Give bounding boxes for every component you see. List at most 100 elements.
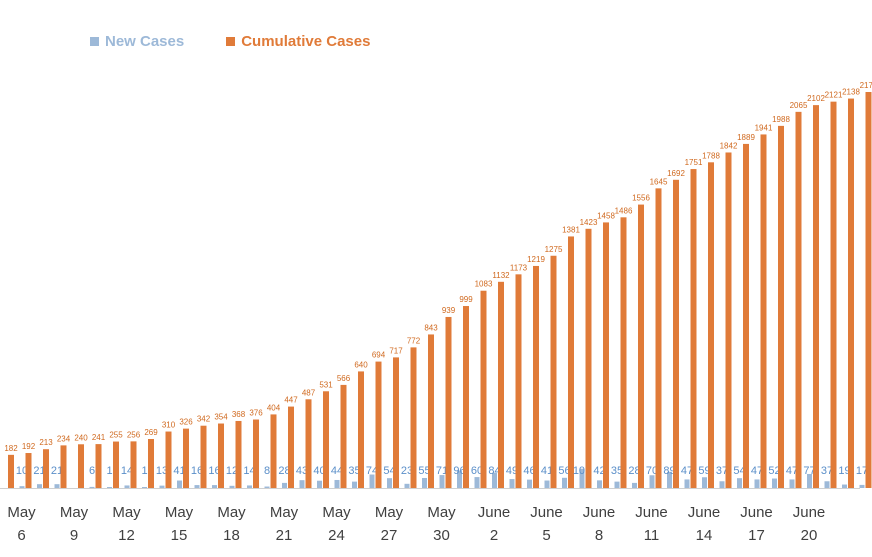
cumulative-cases-data-label: 1486	[615, 206, 633, 215]
cumulative-cases-bar	[270, 414, 277, 488]
cumulative-cases-data-label: 447	[284, 396, 298, 405]
cumulative-cases-data-label: 1381	[562, 225, 580, 234]
legend-label-cumulative-cases: Cumulative Cases	[241, 33, 371, 50]
new-cases-data-label: 8	[264, 465, 270, 477]
cumulative-cases-bar	[655, 188, 662, 489]
x-tick-label-day: 15	[171, 527, 188, 544]
new-cases-data-label: 46	[523, 465, 535, 477]
cumulative-cases-bar	[620, 217, 627, 489]
cumulative-cases-bar	[568, 236, 574, 488]
new-cases-data-label: 55	[418, 465, 430, 477]
x-tick-label-day: 27	[381, 527, 398, 544]
new-cases-data-label: 35	[348, 465, 360, 477]
new-cases-bar	[474, 477, 480, 488]
cumulative-cases-bar	[200, 425, 207, 488]
cumulative-cases-bar	[515, 274, 522, 488]
cumulative-cases-data-label: 342	[197, 415, 211, 424]
new-cases-data-label: 49	[506, 465, 518, 477]
new-cases-bar	[352, 481, 357, 488]
new-cases-data-label: 19	[838, 465, 850, 477]
cumulative-cases-bar	[813, 105, 819, 489]
new-cases-data-label: 84	[488, 465, 500, 477]
cumulative-cases-data-label: 240	[74, 433, 88, 442]
cumulative-cases-bar	[760, 134, 767, 488]
new-cases-bar	[754, 479, 760, 488]
cumulative-cases-bar	[498, 281, 504, 488]
cumulative-cases-data-label: 999	[459, 295, 473, 304]
new-cases-data-label: 89	[663, 465, 675, 477]
cumulative-cases-bar	[253, 419, 259, 488]
cumulative-cases-bar	[8, 454, 14, 488]
cumulative-cases-data-label: 1842	[720, 141, 738, 150]
cumulative-cases-bar	[288, 406, 294, 488]
new-cases-data-label: 41	[541, 465, 553, 477]
x-tick-label-day: 8	[595, 527, 603, 544]
cumulative-cases-bar	[340, 384, 347, 488]
x-tick-label-month: June	[688, 504, 721, 521]
cumulative-cases-bar	[585, 228, 592, 488]
new-cases-bar	[19, 486, 25, 488]
cumulative-cases-data-label: 1889	[737, 133, 755, 142]
cumulative-cases-data-label: 182	[4, 444, 18, 453]
cumulative-cases-data-label: 531	[319, 380, 333, 389]
x-tick-label-month: May	[217, 504, 246, 521]
cumulative-cases-bar	[673, 179, 679, 488]
x-tick-label-month: June	[740, 504, 773, 521]
new-cases-bar	[492, 472, 497, 488]
cumulative-cases-data-label: 1556	[632, 194, 650, 203]
new-cases-bar	[579, 468, 585, 488]
cumulative-cases-bar	[323, 391, 329, 488]
new-cases-bar	[107, 487, 112, 488]
new-cases-bar	[859, 484, 865, 488]
new-cases-bar	[702, 477, 707, 488]
new-cases-data-label: 16	[191, 465, 203, 477]
new-cases-bar	[509, 479, 515, 488]
new-cases-data-label: 41	[173, 465, 185, 477]
cumulative-cases-bar	[305, 399, 312, 488]
new-cases-data-label: 28	[278, 465, 290, 477]
new-cases-bar	[317, 480, 322, 488]
cumulative-cases-data-label: 772	[407, 336, 421, 345]
cumulative-cases-bar	[865, 92, 872, 488]
new-cases-data-label: 21	[51, 465, 63, 477]
cumulative-cases-data-label: 256	[127, 430, 141, 439]
cumulative-cases-data-label: 1132	[492, 271, 510, 280]
cumulative-cases-bar	[78, 444, 84, 488]
new-cases-bar	[719, 481, 725, 488]
cumulative-cases-data-label: 213	[39, 438, 53, 447]
cumulative-cases-bar	[690, 169, 697, 488]
new-cases-bar	[632, 482, 637, 488]
x-tick-label-day: 5	[542, 527, 550, 544]
x-tick-label-month: May	[165, 504, 194, 521]
x-tick-label-month: May	[427, 504, 456, 521]
cumulative-cases-data-label: 368	[232, 410, 246, 419]
legend-swatch-cumulative-cases	[226, 37, 236, 46]
cumulative-cases-data-label: 1219	[527, 255, 545, 264]
new-cases-data-label: 42	[593, 465, 605, 477]
cumulative-cases-data-label: 717	[389, 346, 403, 355]
new-cases-bar	[789, 479, 795, 488]
cumulative-cases-bar	[743, 143, 749, 489]
cumulative-cases-data-label: 2102	[807, 94, 825, 103]
new-cases-bar	[562, 477, 567, 488]
x-tick-label-month: May	[7, 504, 36, 521]
new-cases-bar	[404, 483, 410, 488]
new-cases-data-label: 13	[156, 465, 168, 477]
new-cases-data-label: 60	[471, 465, 483, 477]
x-tick-label-day: 17	[748, 527, 765, 544]
cumulative-cases-bar	[830, 101, 837, 489]
cumulative-cases-data-label: 1458	[597, 211, 615, 220]
cumulative-cases-data-label: 1083	[475, 280, 493, 289]
legend-item-cumulative-cases: Cumulative Cases	[226, 33, 370, 50]
new-cases-data-label: 70	[646, 465, 658, 477]
cumulative-cases-data-label: 1173	[510, 263, 528, 272]
cumulative-cases-data-label: 2121	[825, 91, 843, 100]
new-cases-bar	[264, 486, 270, 488]
x-tick-label-month: June	[793, 504, 826, 521]
x-tick-label-day: 12	[118, 527, 135, 544]
x-tick-label-day: 24	[328, 527, 345, 544]
new-cases-bar	[807, 473, 812, 488]
new-cases-data-label: 40	[313, 465, 325, 477]
new-cases-bar	[299, 480, 305, 488]
new-cases-bar	[229, 485, 235, 488]
